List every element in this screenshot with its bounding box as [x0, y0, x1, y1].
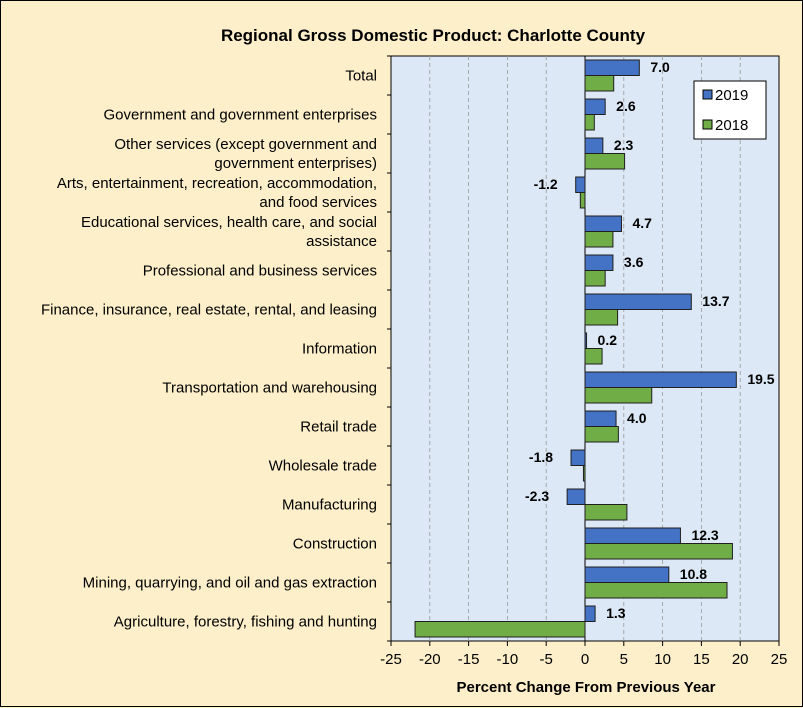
bar-2019-0 [584, 59, 640, 76]
category-label: Agriculture, forestry, fishing and hunti… [114, 614, 377, 631]
legend-swatch-2019 [702, 89, 713, 100]
bar-2018-2 [584, 153, 626, 170]
category-label: Professional and business services [143, 263, 377, 280]
category-labels: Total Government and government enterpris… [41, 68, 377, 631]
data-labels: 7.0 2.6 2.3 -1.2 4.7 3.6 13.7 0.2 19.5 4.0 -1.8 -2.… [525, 59, 775, 621]
data-label-2019-5: 3.6 [624, 254, 644, 270]
data-label-2019-3: -1.2 [534, 176, 558, 192]
legend-label-2019: 2019 [715, 87, 748, 104]
x-tick-label: -25 [380, 651, 402, 668]
category-label: Mining, quarrying, and oil and gas extra… [83, 575, 377, 592]
category-label: assistance [306, 233, 377, 250]
category-label: Manufacturing [282, 497, 377, 514]
bar-2018-9 [584, 426, 619, 443]
x-tick-label: 25 [771, 651, 788, 668]
bar-2018-7 [584, 348, 603, 365]
data-label-2019-0: 7.0 [650, 59, 670, 75]
bar-2018-8 [584, 387, 653, 404]
bar-2019-11 [566, 488, 586, 505]
x-axis-label: Percent Change From Previous Year [457, 679, 716, 696]
category-label: Government and government enterprises [104, 107, 377, 124]
data-label-2019-6: 13.7 [702, 293, 729, 309]
data-label-2019-11: -2.3 [525, 488, 549, 504]
bar-2018-6 [584, 309, 619, 326]
bar-2019-10 [570, 449, 586, 466]
category-label: Total [345, 68, 377, 85]
x-tick-labels: -25 -20 -15 -10 -5 0 5 10 15 20 25 [380, 55, 788, 668]
bar-2018-5 [584, 270, 606, 287]
category-label: Other services (except government and [114, 136, 377, 153]
x-tick-label: -20 [419, 651, 441, 668]
data-label-2019-4: 4.7 [632, 215, 652, 231]
data-label-2019-13: 10.8 [680, 566, 707, 582]
category-label: Information [302, 341, 377, 358]
x-tick-label: 20 [732, 651, 749, 668]
category-label: government enterprises) [214, 155, 377, 172]
bar-2019-8 [584, 371, 737, 388]
category-label: Retail trade [300, 419, 377, 436]
bar-2018-3 [579, 192, 586, 209]
category-label: Transportation and warehousing [162, 380, 377, 397]
bar-2019-4 [584, 215, 622, 232]
data-label-2019-8: 19.5 [747, 371, 774, 387]
bar-2019-5 [584, 254, 614, 271]
x-tick-label: -10 [497, 651, 519, 668]
data-label-2019-14: 1.3 [606, 605, 626, 621]
legend: 2019 2018 [693, 80, 767, 140]
bar-2018-4 [584, 231, 614, 248]
data-label-2019-12: 12.3 [691, 527, 718, 543]
bar-2019-6 [584, 293, 692, 310]
bar-2018-0 [584, 75, 615, 92]
bar-2019-13 [584, 566, 670, 583]
bar-2018-1 [584, 114, 595, 131]
bar-2019-14 [584, 605, 596, 622]
data-label-2019-9: 4.0 [627, 410, 647, 426]
x-tick-label: -15 [458, 651, 480, 668]
bar-2018-14 [414, 621, 586, 638]
bar-2018-12 [584, 543, 733, 560]
category-label: Construction [293, 536, 377, 553]
bar-2019-7 [584, 332, 588, 349]
category-label: and food services [259, 194, 377, 211]
bar-2018-13 [584, 582, 728, 599]
legend-label-2018: 2018 [715, 117, 748, 134]
category-label: Wholesale trade [269, 458, 377, 475]
bar-2018-10 [582, 465, 586, 482]
data-label-2019-10: -1.8 [529, 449, 553, 465]
bar-2019-3 [575, 176, 586, 193]
bar-2019-9 [584, 410, 617, 427]
x-tick-label: 15 [693, 651, 710, 668]
bars [414, 59, 737, 638]
data-label-2019-2: 2.3 [614, 137, 634, 153]
legend-swatch-2018 [702, 119, 713, 130]
category-label: Educational services, health care, and s… [81, 214, 377, 231]
bar-2019-12 [584, 527, 681, 544]
bar-2019-2 [584, 137, 604, 154]
x-tick-label: 5 [620, 651, 628, 668]
category-label: Arts, entertainment, recreation, accommo… [57, 175, 377, 192]
data-label-2019-7: 0.2 [598, 332, 618, 348]
data-label-2019-1: 2.6 [616, 98, 636, 114]
x-tick-label: -5 [540, 651, 553, 668]
category-label: Finance, insurance, real estate, rental,… [41, 302, 377, 319]
bar-2018-11 [584, 504, 628, 521]
x-tick-label: 0 [581, 651, 589, 668]
bar-2019-1 [584, 98, 606, 115]
chart-title: Regional Gross Domestic Product: Charlot… [221, 26, 646, 45]
x-tick-label: 10 [654, 651, 671, 668]
